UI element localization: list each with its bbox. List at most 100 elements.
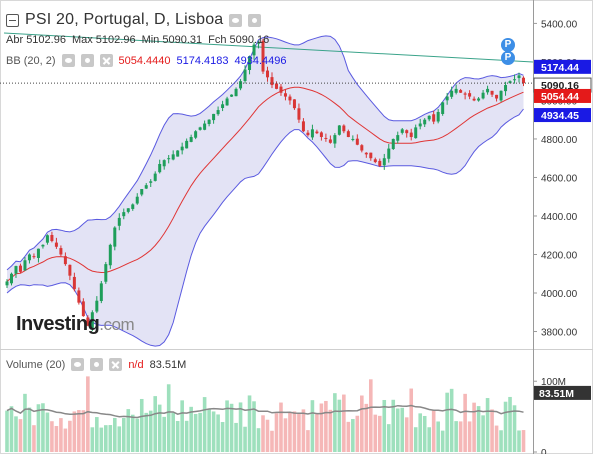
candle-body [131, 204, 135, 209]
candle-body [45, 235, 49, 243]
candle-body [342, 125, 346, 132]
volume-bar [184, 420, 189, 452]
volume-bar [189, 406, 193, 452]
volume-bar [130, 414, 135, 452]
candle-body [239, 81, 243, 89]
price-tag-bg [534, 88, 591, 103]
volume-bar [54, 426, 59, 452]
candle-body [301, 121, 305, 132]
eye-icon[interactable] [71, 358, 85, 371]
candle-body [283, 93, 287, 97]
volume-bar [517, 430, 521, 452]
bollinger-legend: BB (20, 2) 5054.4440 5174.4183 4934.4496 [6, 54, 287, 67]
volume-bars [5, 376, 526, 452]
volume-bar [68, 420, 72, 452]
candle-body [297, 108, 301, 120]
price-tick-label: 4600.00 [541, 173, 578, 184]
chart-header: PSI 20, Portugal, D, Lisboa [6, 8, 262, 32]
volume-bar [377, 415, 382, 452]
candle-body [436, 111, 440, 122]
candle-body [274, 83, 278, 89]
candle-body [396, 135, 400, 141]
volume-bar [292, 411, 297, 452]
close-icon[interactable] [99, 54, 113, 67]
price-tick-label: 4400.00 [541, 212, 578, 223]
price-tag-bg [534, 108, 591, 123]
candle-body [468, 93, 472, 97]
volume-bar [315, 414, 319, 452]
marker-p-top[interactable]: P [501, 38, 515, 52]
gear-icon[interactable] [248, 13, 262, 27]
volume-bar [193, 413, 198, 452]
candle-body [50, 234, 54, 242]
volume-bar [171, 412, 175, 452]
bollinger-band-fill [7, 35, 524, 347]
candle-body [306, 132, 310, 136]
volume-bar [279, 402, 283, 452]
candles [5, 38, 526, 332]
volume-bar [369, 379, 373, 452]
candle-body [14, 266, 18, 274]
candle-body [41, 244, 45, 247]
gear-icon[interactable] [80, 54, 94, 67]
volume-bar [270, 430, 274, 452]
candle-body [409, 132, 413, 138]
price-tag: 5174.44 [534, 59, 591, 74]
open-value: 5102.96 [26, 34, 66, 46]
candle-body [423, 119, 427, 125]
volume-bar [467, 421, 472, 452]
volume-value: 83.51M [149, 358, 187, 371]
gear-icon[interactable] [90, 358, 104, 371]
price-tag-bg [534, 59, 591, 74]
price-tag-label: 5054.44 [541, 91, 579, 103]
candle-body [158, 163, 162, 173]
candle-body [418, 123, 422, 127]
candle-body [225, 98, 229, 106]
volume-bar [413, 427, 418, 452]
volume-bar [27, 407, 32, 452]
candle-body [481, 92, 485, 99]
candle-body [360, 145, 364, 151]
candle-body [310, 129, 314, 138]
volume-bar [436, 421, 440, 452]
candle-body [77, 290, 81, 303]
candle-body [140, 189, 144, 195]
collapse-icon[interactable] [6, 13, 19, 27]
volume-bar [32, 425, 36, 452]
logo-main: Investing [16, 313, 100, 335]
candle-body [364, 152, 368, 155]
volume-tag-label: 83.51M [539, 388, 574, 400]
volume-bar [355, 415, 360, 452]
price-tag: 5054.44 [534, 88, 591, 103]
volume-bar [216, 414, 220, 452]
close-label: Fch [208, 34, 227, 46]
candle-body [454, 88, 458, 93]
price-tag: 4934.45 [534, 108, 591, 123]
candle-body [212, 113, 216, 121]
open-label: Abr [6, 34, 24, 46]
candle-body [86, 317, 90, 326]
candle-body [234, 88, 238, 97]
volume-bar [283, 418, 288, 452]
candle-body [337, 125, 341, 135]
volume-bar [409, 388, 414, 452]
candle-body [463, 93, 467, 95]
volume-bar [234, 422, 238, 452]
candle-body [113, 227, 117, 247]
volume-bar [139, 398, 144, 452]
candle-body [328, 139, 332, 143]
volume-bar [342, 394, 346, 452]
candle-body [203, 123, 207, 130]
volume-bar [265, 419, 270, 452]
candle-body [23, 260, 27, 271]
eye-icon[interactable] [61, 54, 75, 67]
volume-bar [373, 414, 378, 452]
volume-tick-label: 100M [541, 377, 566, 388]
close-icon[interactable] [109, 358, 123, 371]
candle-body [207, 119, 211, 125]
eye-icon[interactable] [229, 13, 243, 27]
marker-p-bottom[interactable]: P [501, 51, 515, 65]
volume-bar [153, 396, 158, 452]
candle-body [32, 256, 36, 258]
